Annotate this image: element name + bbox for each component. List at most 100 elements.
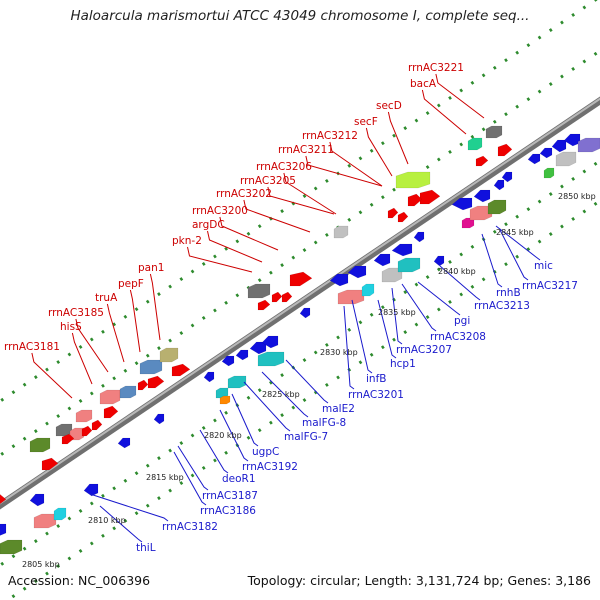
gene-features bbox=[0, 125, 600, 555]
gene-feature bbox=[249, 341, 267, 355]
label-leader bbox=[417, 281, 461, 316]
gene-label-reverse: thiL bbox=[136, 542, 156, 554]
gene-label-reverse: ugpC bbox=[252, 446, 279, 458]
gene-feature bbox=[543, 167, 555, 179]
gene-feature bbox=[271, 291, 283, 303]
gene-feature bbox=[41, 457, 59, 471]
gene-feature bbox=[171, 363, 191, 377]
label-leader bbox=[261, 371, 309, 418]
map-title: Haloarcula marismortui ATCC 43049 chromo… bbox=[70, 8, 530, 24]
gene-feature bbox=[83, 483, 99, 497]
gene-feature bbox=[329, 273, 349, 287]
gene-feature bbox=[333, 225, 349, 239]
kbp-label: 2825 kbp bbox=[262, 390, 300, 399]
gene-label-reverse: pgi bbox=[454, 315, 470, 327]
gene-label-reverse: rrnAC3208 bbox=[430, 331, 486, 343]
gene-label-forward: pepF bbox=[118, 278, 144, 290]
gene-label-forward: rrnAC3202 bbox=[216, 188, 272, 200]
gene-feature bbox=[361, 283, 375, 297]
gene-label-reverse: rrnAC3192 bbox=[242, 461, 298, 473]
tick-row bbox=[0, 49, 600, 458]
gene-label-reverse: malE2 bbox=[322, 403, 355, 415]
kbp-label: 2845 kbp bbox=[496, 228, 534, 237]
label-leader bbox=[243, 381, 291, 432]
gene-feature bbox=[257, 351, 285, 367]
kbp-label: 2840 kbp bbox=[438, 267, 476, 276]
gene-label-forward: pan1 bbox=[138, 262, 164, 274]
gene-feature bbox=[501, 171, 513, 183]
gene-label-reverse: mic bbox=[534, 260, 553, 272]
gene-label-forward: secD bbox=[376, 100, 402, 112]
gene-label-reverse: rrnAC3217 bbox=[522, 280, 578, 292]
gene-label-forward: truA bbox=[95, 292, 118, 304]
label-leader bbox=[31, 352, 73, 399]
label-leader bbox=[329, 141, 383, 187]
gene-label-forward: pkn-2 bbox=[172, 235, 202, 247]
gene-feature bbox=[29, 493, 45, 507]
gene-feature bbox=[33, 513, 57, 529]
gene-label-forward: hisS bbox=[60, 321, 82, 333]
chromosome-backbone bbox=[0, 96, 600, 510]
gene-feature bbox=[395, 171, 431, 189]
gene-feature bbox=[563, 133, 581, 147]
gene-feature bbox=[0, 523, 7, 536]
label-leader bbox=[75, 318, 109, 373]
label-leader bbox=[305, 155, 383, 187]
gene-feature bbox=[555, 151, 577, 167]
gene-label-reverse: deoR1 bbox=[222, 473, 256, 485]
gene-label-forward: rrnAC3211 bbox=[278, 144, 334, 156]
label-leader bbox=[199, 429, 229, 474]
label-leader bbox=[187, 246, 253, 273]
gene-label-forward: rrnAC3206 bbox=[256, 161, 312, 173]
label-leader bbox=[439, 265, 481, 301]
gene-label-forward: rrnAC3200 bbox=[192, 205, 248, 217]
label-leader bbox=[129, 289, 141, 353]
gene-label-forward: argDC bbox=[192, 219, 225, 231]
gene-label-reverse: malFG-7 bbox=[284, 431, 328, 443]
kbp-label: 2805 kbp bbox=[22, 560, 60, 569]
gene-label-forward: rrnAC3212 bbox=[302, 130, 358, 142]
label-leader bbox=[343, 305, 355, 390]
kbp-label: 2810 kbp bbox=[88, 516, 126, 525]
gene-feature bbox=[91, 419, 103, 431]
gene-feature bbox=[53, 507, 67, 521]
gene-feature bbox=[373, 253, 391, 267]
gene-label-reverse: infB bbox=[366, 373, 386, 385]
label-leaders bbox=[31, 73, 541, 543]
label-leader bbox=[435, 73, 485, 119]
gene-label-forward: rrnAC3181 bbox=[4, 341, 60, 353]
gene-feature bbox=[103, 405, 119, 419]
gene-feature bbox=[539, 147, 553, 159]
gene-label-reverse: rrnAC3201 bbox=[348, 389, 404, 401]
gene-feature bbox=[289, 271, 313, 287]
gene-label-forward: bacA bbox=[410, 78, 437, 90]
gene-feature bbox=[159, 347, 179, 363]
label-leader bbox=[177, 445, 209, 491]
gene-label-forward: rrnAC3205 bbox=[240, 175, 296, 187]
gene-feature bbox=[551, 139, 567, 153]
gene-feature bbox=[29, 437, 51, 453]
label-leader bbox=[71, 332, 93, 385]
label-leader bbox=[231, 393, 259, 447]
gene-feature bbox=[485, 125, 503, 139]
gene-feature bbox=[117, 437, 131, 449]
gene-feature bbox=[153, 413, 165, 425]
gene-feature bbox=[527, 153, 541, 165]
gene-label-reverse: rrnAC3213 bbox=[474, 300, 530, 312]
gene-feature bbox=[433, 255, 445, 267]
label-leader bbox=[401, 283, 437, 332]
label-leader bbox=[106, 303, 125, 363]
tick-row bbox=[0, 0, 599, 404]
gene-feature bbox=[381, 267, 403, 283]
label-leader bbox=[365, 127, 393, 177]
gene-feature bbox=[413, 231, 425, 243]
tick-row bbox=[5, 199, 600, 600]
gene-feature bbox=[257, 299, 271, 311]
label-leader bbox=[481, 233, 503, 288]
gene-feature bbox=[0, 494, 7, 505]
gene-feature bbox=[467, 137, 483, 151]
gene-feature bbox=[493, 179, 505, 191]
gene-label-forward: rrnAC3185 bbox=[48, 307, 104, 319]
label-leader bbox=[285, 359, 329, 404]
